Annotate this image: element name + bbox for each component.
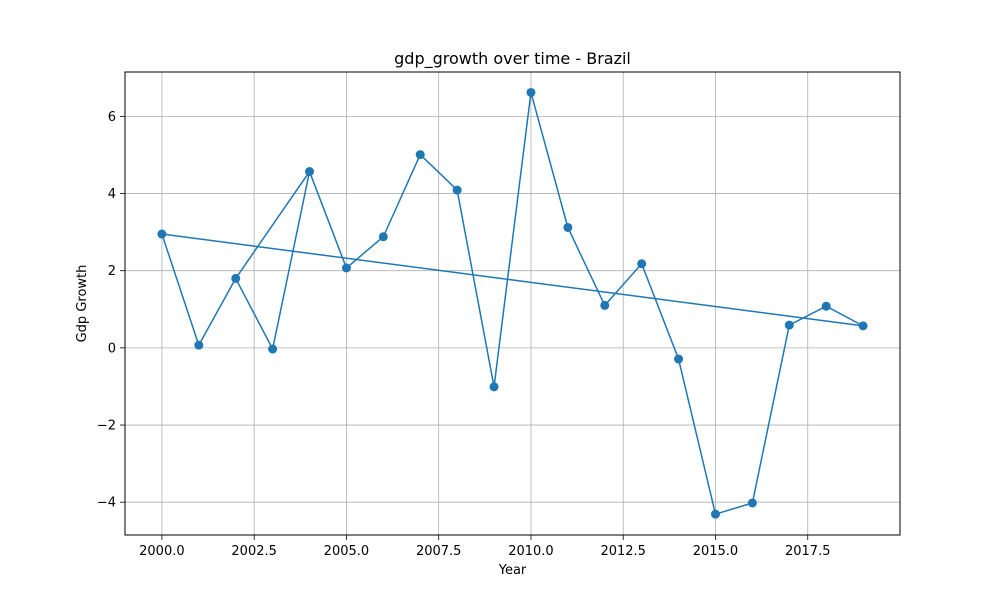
data-point-2017 [784,320,794,330]
x-tick-label: 2012.5 [600,544,646,559]
data-point-2012 [600,300,610,310]
x-tick-label: 2017.5 [785,544,831,559]
y-tick-label: −4 [97,496,116,511]
data-point-2004 [305,167,315,177]
data-point-2001 [194,340,204,350]
y-tick-label: 4 [108,187,116,202]
x-tick-label: 2002.5 [231,544,277,559]
y-axis-label: Gdp Growth [75,265,90,343]
x-tick-label: 2000.0 [139,544,185,559]
data-point-2013 [637,259,647,269]
data-point-2010 [526,87,536,97]
series-layer [157,87,868,519]
data-point-2005 [341,263,351,273]
data-point-2007 [415,150,425,160]
x-tick-label: 2010.0 [508,544,554,559]
y-tick-label: 6 [108,110,116,125]
x-tick-label: 2015.0 [693,544,739,559]
data-point-2011 [563,222,573,232]
y-tick-label: 2 [108,264,116,279]
data-point-2008 [452,185,462,195]
plot-frame [124,71,901,536]
data-point-2016 [747,498,757,508]
y-tick-label: 0 [108,341,116,356]
data-point-2000 [157,229,167,239]
data-point-2009 [489,382,499,392]
data-point-2002 [231,273,241,283]
data-point-2014 [674,354,684,364]
y-tick-label: −2 [97,419,116,434]
ticks: 2000.0 2002.5 2005.0 2007.5 2010.0 2012.5 2015… [97,110,831,559]
chart-title: gdp_growth over time - Brazil [394,49,631,69]
x-tick-label: 2005.0 [324,544,370,559]
data-point-2015 [710,509,720,519]
grid [125,72,900,535]
data-point-2003 [268,344,278,354]
data-point-2006 [378,232,388,242]
x-axis-label: Year [498,563,527,578]
data-point-2019 [858,321,868,331]
x-tick-label: 2007.5 [416,544,462,559]
data-point-2018 [821,301,831,311]
